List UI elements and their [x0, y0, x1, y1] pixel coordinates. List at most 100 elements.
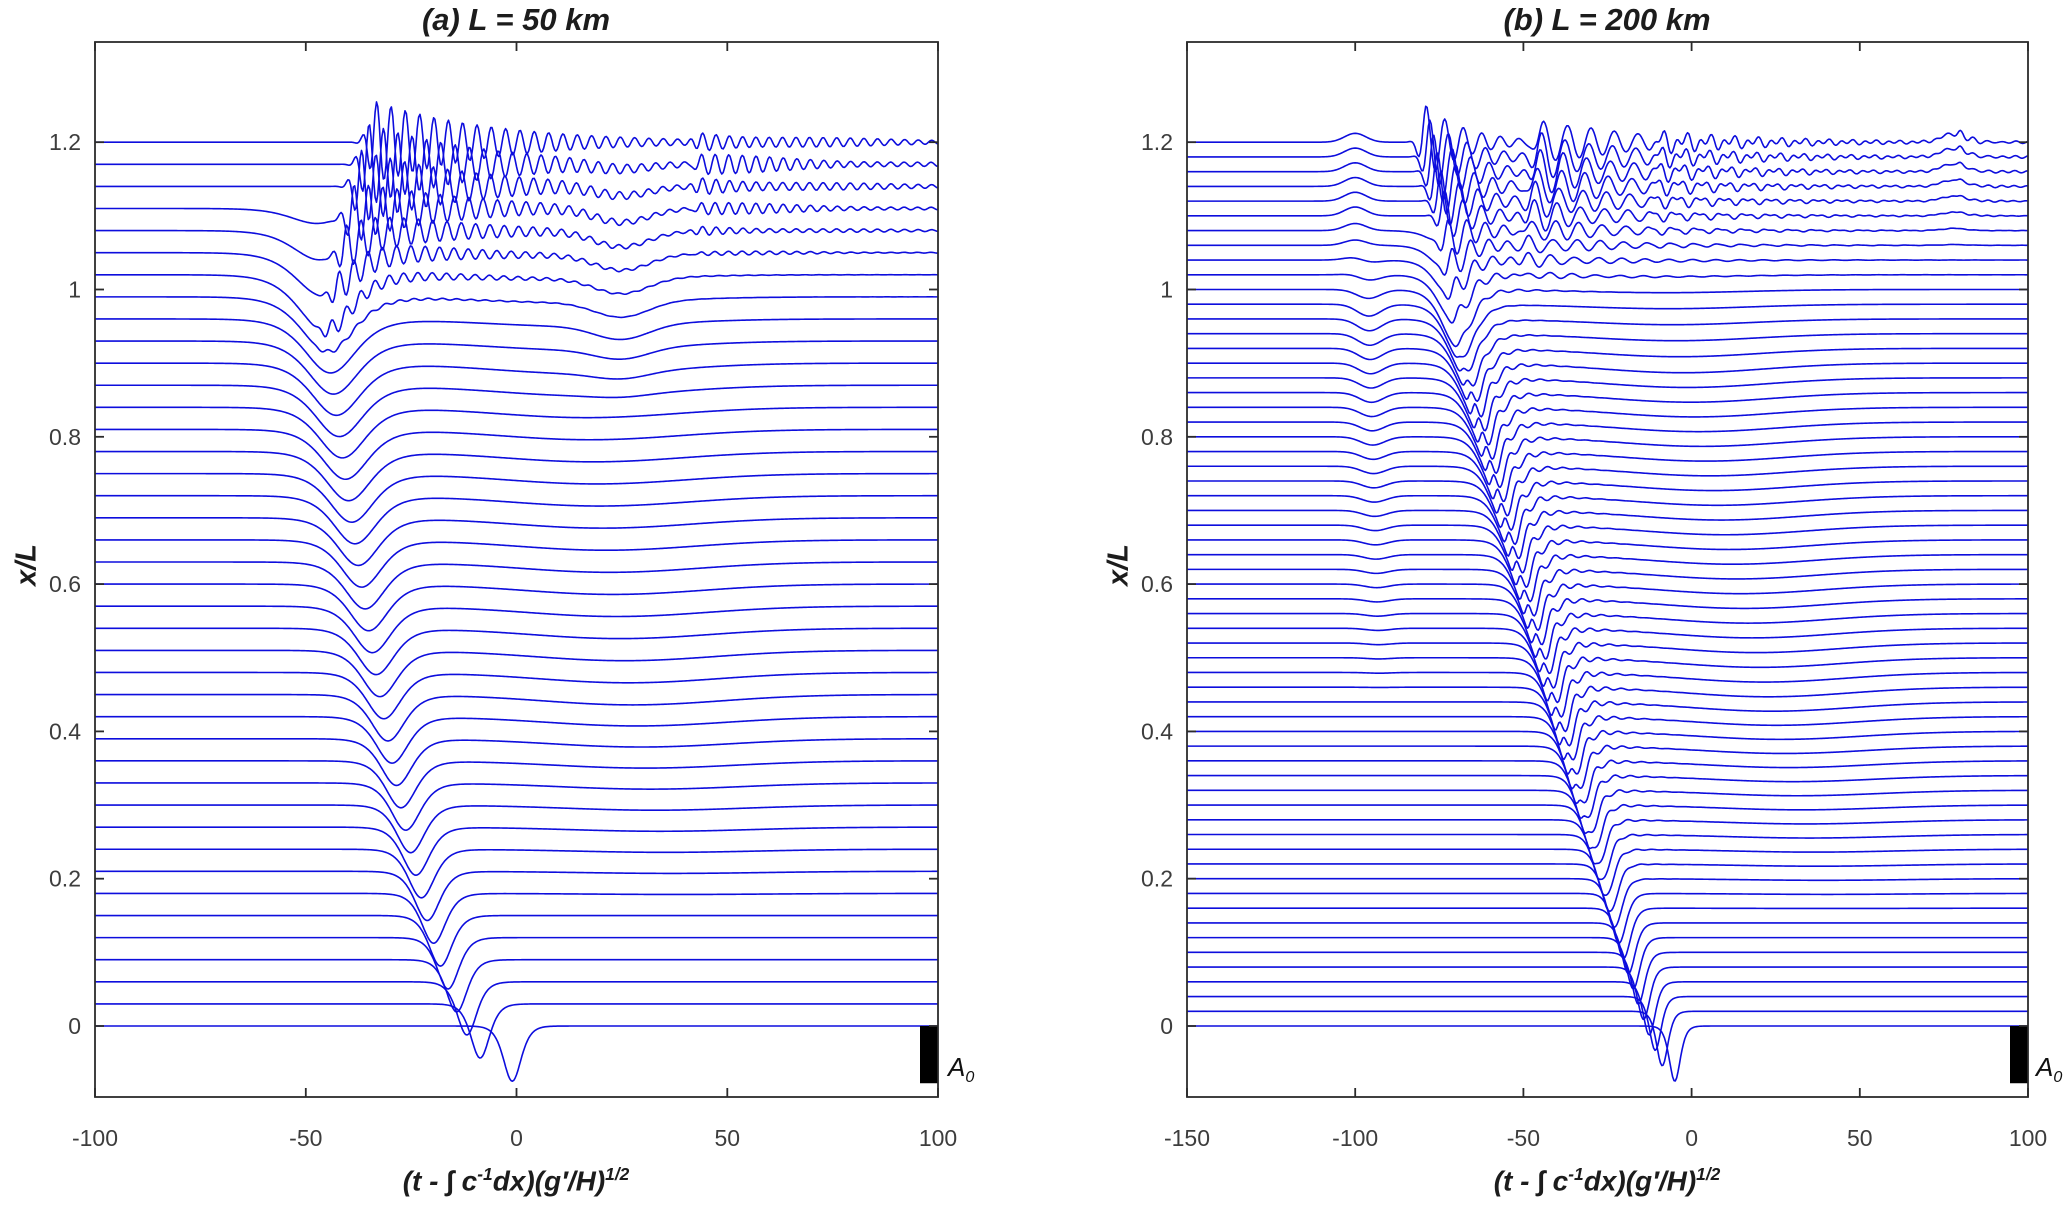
xlabel-text: (t -	[402, 1165, 447, 1197]
waveform-trace	[1187, 568, 2028, 617]
a0-subscript: 0	[965, 1068, 975, 1087]
panel-a-ticks	[94, 42, 939, 1097]
waveform-trace	[95, 914, 938, 967]
y-tick-label: 0	[1160, 1013, 1173, 1039]
waveform-trace	[1187, 907, 2028, 960]
waveform-trace	[1187, 818, 2028, 865]
waveform-trace	[95, 583, 938, 632]
waveform-trace	[1187, 362, 2028, 418]
waveform-trace	[1187, 1025, 2028, 1082]
panel-b-x-axis-label: (t - ∫ c-1dx)(g′/H)1/2	[1494, 1164, 1721, 1197]
waveform-trace	[1187, 729, 2028, 775]
waveform-trace	[1187, 951, 2028, 1005]
y-tick-label: 0.6	[1141, 571, 1173, 597]
waveform-trace	[95, 892, 938, 945]
waveform-trace	[95, 296, 938, 353]
waveform-trace	[95, 428, 938, 481]
waveform-trace	[1187, 833, 2028, 881]
waveform-trace	[1187, 406, 2028, 460]
y-tick-label: 0.8	[49, 424, 81, 450]
waveform-trace	[1187, 656, 2028, 704]
waveform-trace	[95, 1025, 938, 1083]
waveform-trace	[1187, 170, 2028, 226]
xlabel-text: /H)	[567, 1165, 606, 1197]
waveform-trace	[95, 472, 938, 523]
x-tick-label: -50	[289, 1125, 322, 1151]
waveform-trace	[1187, 189, 2028, 237]
waveform-trace	[1187, 583, 2028, 632]
xlabel-text: ∫	[446, 1165, 462, 1197]
waveform-trace	[1187, 936, 2028, 990]
waveform-trace	[95, 649, 938, 698]
panel-a: -100 -50 0 50 100 0 0.2 0.4 0.6 0.8 1 1.2	[49, 41, 957, 1151]
panel-a-axis-box	[94, 41, 939, 1098]
waveform-trace	[1187, 789, 2028, 835]
panel-a-title: (a) L = 50 km	[421, 2, 611, 37]
xlabel-text: ∫	[1537, 1165, 1553, 1197]
waveform-trace	[1187, 774, 2028, 819]
y-tick-label: 1.2	[49, 129, 81, 155]
waveform-trace	[1187, 152, 2028, 215]
waveform-trace	[1187, 377, 2028, 432]
x-tick-label: -100	[72, 1125, 118, 1151]
xlabel-text: c	[1552, 1165, 1569, 1197]
waveform-trace	[1187, 465, 2028, 517]
xlabel-text: ′	[561, 1165, 568, 1197]
waveform-trace	[95, 384, 938, 438]
waveform-trace	[1187, 641, 2028, 689]
waveform-trace	[95, 539, 938, 588]
waveform-trace	[1187, 627, 2028, 675]
waveform-trace	[1187, 744, 2028, 790]
waveform-trace	[1187, 803, 2028, 850]
waveform-trace	[95, 826, 938, 877]
panel-b-axis-box	[1186, 41, 2029, 1098]
waveform-trace	[95, 848, 938, 899]
waveform-trace	[95, 517, 938, 567]
waveform-trace	[95, 760, 938, 809]
panel-b-traces	[1187, 105, 2028, 1082]
waveform-trace	[1187, 288, 2028, 348]
waveform-trace	[1187, 715, 2028, 761]
waveform-trace	[1187, 612, 2028, 660]
waveform-trace	[1187, 597, 2028, 646]
xlabel-text: /H)	[1658, 1165, 1697, 1197]
panel-a-amplitude-bar	[920, 1026, 938, 1084]
y-tick-label: 0.8	[1141, 424, 1173, 450]
waveform-trace	[1187, 995, 2028, 1052]
waveform-trace	[1187, 892, 2028, 944]
y-tick-label: 0.2	[1141, 866, 1173, 892]
y-tick-label: 0.4	[49, 718, 81, 744]
x-tick-label: 50	[1847, 1125, 1873, 1151]
waveform-trace	[95, 340, 938, 395]
panel-b-y-axis-label: x/L	[1102, 544, 1135, 586]
panel-a-amplitude-scale-label: A0	[948, 1052, 974, 1087]
xlabel-text: ′	[1652, 1165, 1659, 1197]
waveform-trace	[95, 737, 938, 787]
waveform-trace	[1187, 450, 2028, 503]
waveform-trace	[1187, 685, 2028, 733]
waveform-trace	[95, 981, 938, 1036]
waveform-trace	[95, 1003, 938, 1059]
waveform-trace	[1187, 332, 2028, 387]
xlabel-superscript: -1	[477, 1164, 493, 1184]
xlabel-text: dx)(g	[1583, 1165, 1653, 1197]
xlabel-superscript: 1/2	[605, 1164, 630, 1184]
waveform-trace	[95, 936, 938, 990]
y-tick-label: 0.6	[49, 571, 81, 597]
waveform-trace	[1187, 966, 2028, 1021]
waveform-trace	[1187, 509, 2028, 560]
a0-subscript: 0	[2053, 1068, 2063, 1087]
waveform-trace	[1187, 119, 2028, 187]
waveform-trace	[1187, 553, 2028, 603]
waveform-trace	[95, 406, 938, 459]
y-tick-label: 1.2	[1141, 129, 1173, 155]
waveform-trace	[1187, 759, 2028, 805]
waveform-trace	[1187, 251, 2028, 300]
waveform-trace	[1187, 436, 2028, 489]
x-tick-label: 100	[2009, 1125, 2047, 1151]
waveform-trace	[1187, 524, 2028, 574]
waveform-trace	[1187, 347, 2028, 403]
waveform-trace	[95, 561, 938, 610]
x-tick-label: 50	[715, 1125, 741, 1151]
